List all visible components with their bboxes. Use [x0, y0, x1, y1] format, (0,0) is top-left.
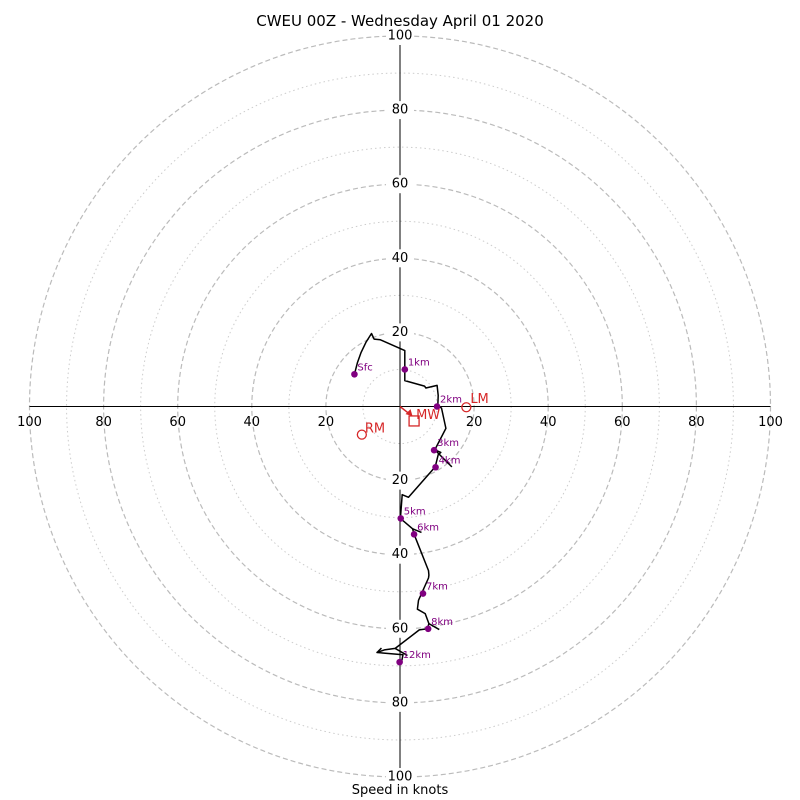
tick-label-bg-bottom-60: [386, 619, 414, 638]
tick-label-bg-bottom-20: [386, 471, 414, 490]
height-marker-4km: [432, 463, 439, 471]
tick-label-bottom-60: 60: [392, 621, 409, 636]
height-marker-5km: [397, 515, 405, 522]
axis-tick-labels: 20 20 20 20 40 40 40 40 60 60 60 60 80 80 80 80 100 100 10…: [17, 27, 783, 786]
tick-label-right-100: 100: [758, 415, 783, 430]
chart-title: CWEU 00Z - Wednesday April 01 2020: [256, 12, 544, 30]
x-axis-label: Speed in knots: [351, 783, 449, 798]
tick-label-bg-top-60: [386, 175, 414, 194]
lm-marker: [461, 402, 472, 413]
tick-label-left-40: 40: [244, 415, 261, 430]
height-markers: Sfc 1km 2km 3km 4km 5km 6km 7km 8km 12km: [351, 357, 462, 666]
tick-label-bottom-80: 80: [392, 695, 409, 710]
storm-motion-markers: MW RM LM: [356, 392, 489, 440]
tick-label-bg-top-20: [386, 323, 414, 342]
height-marker-8km: [424, 625, 432, 633]
tick-label-bg-top-100: [386, 27, 414, 45]
height-label-8km: 8km: [431, 617, 453, 628]
mean-wind-vector: [399, 405, 409, 414]
height-marker-3km: [430, 446, 438, 454]
tick-label-bottom-40: 40: [392, 547, 409, 562]
height-marker-6km: [410, 531, 418, 538]
tick-label-right-80: 80: [688, 415, 705, 430]
mw-label: MW: [416, 408, 440, 423]
tick-label-bg-bottom-80: [386, 693, 414, 712]
height-label-7km: 7km: [426, 582, 448, 593]
height-label-2km: 2km: [440, 395, 462, 406]
wind-trace: [353, 332, 453, 663]
tick-label-left-80: 80: [95, 415, 112, 430]
mw-marker: [408, 415, 420, 427]
height-marker-7km: [419, 590, 427, 597]
lm-label: LM: [470, 392, 488, 407]
tick-label-right-60: 60: [614, 415, 631, 430]
tick-label-bottom-100: 100: [388, 770, 413, 785]
trace-barb-1: [412, 528, 422, 534]
trace-barb-0: [434, 449, 453, 468]
trace-barb-3: [394, 647, 408, 657]
trace-barb-2: [428, 622, 440, 631]
tick-label-bg-top-40: [386, 249, 414, 268]
tick-label-top-40: 40: [392, 251, 409, 266]
height-marker-12km: [396, 658, 403, 666]
height-marker-Sfc: [351, 370, 358, 378]
tick-label-left-100: 100: [17, 415, 42, 430]
height-label-5km: 5km: [404, 506, 426, 517]
tick-label-bg-top-80: [386, 101, 414, 120]
tick-label-top-60: 60: [392, 177, 409, 192]
height-label-4km: 4km: [439, 455, 461, 466]
tick-label-left-60: 60: [169, 415, 186, 430]
tick-label-bottom-20: 20: [392, 473, 409, 488]
height-label-Sfc: Sfc: [357, 362, 372, 373]
tick-label-top-80: 80: [392, 103, 409, 118]
height-marker-2km: [433, 403, 441, 410]
height-label-3km: 3km: [437, 438, 459, 449]
tick-label-left-20: 20: [318, 415, 335, 430]
tick-label-top-100: 100: [388, 29, 413, 44]
tick-label-right-20: 20: [466, 415, 483, 430]
trace-barb-4: [376, 647, 383, 654]
height-label-12km: 12km: [403, 650, 431, 661]
mean-wind-arrowhead: [405, 409, 413, 417]
rm-label: RM: [365, 422, 385, 437]
tick-label-bg-bottom-100: [386, 768, 414, 786]
rm-marker: [356, 429, 367, 440]
height-label-6km: 6km: [417, 522, 439, 533]
tick-label-top-20: 20: [392, 325, 409, 340]
height-label-1km: 1km: [408, 357, 430, 368]
height-marker-1km: [401, 366, 409, 373]
tick-label-bg-bottom-40: [386, 545, 414, 564]
tick-label-right-40: 40: [540, 415, 557, 430]
